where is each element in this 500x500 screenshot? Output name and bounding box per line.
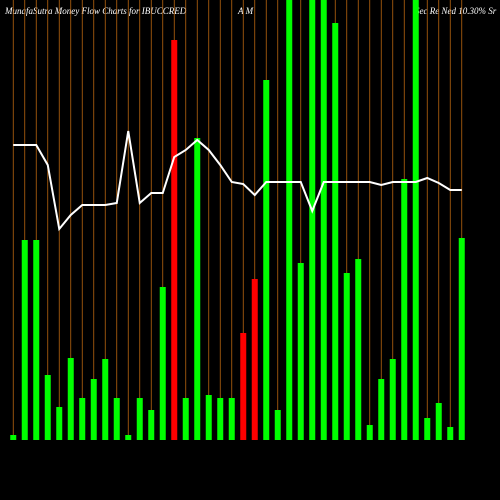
- bar: [251, 279, 258, 440]
- bar: [102, 359, 109, 440]
- bar: [458, 238, 465, 440]
- bar: [148, 410, 155, 440]
- bar: [378, 379, 385, 440]
- bar: [228, 398, 235, 440]
- bar: [194, 138, 201, 440]
- bar: [286, 0, 293, 440]
- bar: [263, 80, 270, 440]
- bar: [44, 375, 51, 440]
- bar: [136, 398, 143, 440]
- bar: [412, 0, 419, 440]
- bar: [332, 23, 339, 440]
- bar: [56, 407, 63, 440]
- bar: [297, 263, 304, 440]
- bar: [435, 403, 442, 440]
- bar: [10, 435, 17, 440]
- bar: [79, 398, 86, 440]
- annotation: Sec Re Ned 10.30% Sr: [415, 6, 497, 16]
- bar: [309, 0, 316, 440]
- bar: [67, 358, 74, 440]
- bar: [366, 425, 373, 440]
- bar: [320, 0, 327, 440]
- line: [13, 130, 462, 232]
- bar: [21, 240, 28, 440]
- bar: [182, 398, 189, 440]
- bar: [33, 240, 40, 440]
- annotation: A M: [237, 6, 254, 16]
- bar: [159, 287, 166, 440]
- chart-title: MunafaSutra Money Flow Charts for IBUCCR…: [4, 6, 187, 16]
- bar: [343, 273, 350, 440]
- bar: [125, 435, 132, 440]
- bar: [355, 259, 362, 440]
- bar: [401, 179, 408, 440]
- bar: [424, 418, 431, 440]
- bar: [90, 379, 97, 440]
- bar: [389, 359, 396, 440]
- bar: [274, 410, 281, 440]
- bar: [240, 333, 247, 440]
- bar: [113, 398, 120, 440]
- bar: [447, 427, 454, 440]
- bar: [217, 398, 224, 440]
- bar: [171, 40, 178, 440]
- bar: [205, 395, 212, 440]
